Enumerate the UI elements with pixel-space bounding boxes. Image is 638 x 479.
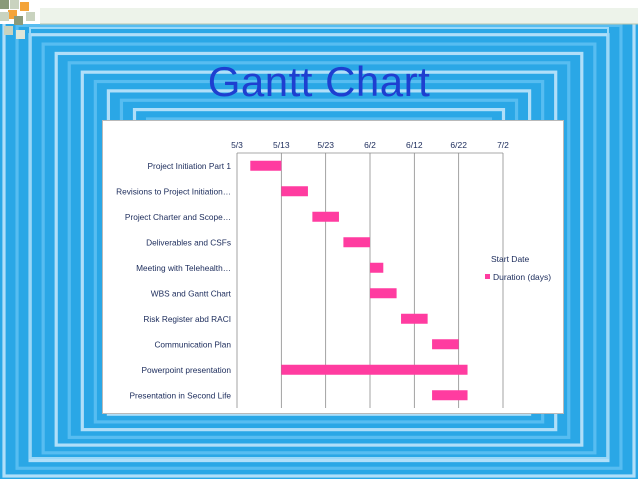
corner-square — [0, 0, 9, 9]
y-category-label: Risk Register abd RACI — [143, 314, 231, 324]
y-category-label: Powerpoint presentation — [142, 365, 232, 375]
frame-border — [29, 27, 609, 459]
y-category-label: Revisions to Project Initiation… — [116, 186, 231, 196]
y-category-label: Deliverables and CSFs — [146, 237, 231, 247]
top-band-shade — [40, 8, 638, 24]
corner-square — [4, 26, 13, 35]
duration-bar — [370, 262, 384, 273]
y-category-label: WBS and Gantt Chart — [151, 288, 232, 298]
duration-bar — [401, 313, 428, 324]
corner-square — [20, 2, 29, 11]
x-tick-label: 6/22 — [450, 140, 467, 150]
duration-bar — [432, 390, 468, 401]
x-tick-label: 6/2 — [364, 140, 376, 150]
frame-stripe — [54, 51, 584, 447]
legend-entry-start-date: Start Date — [491, 254, 530, 264]
slide-title: Gantt Chart — [207, 58, 431, 105]
corner-square — [14, 16, 23, 25]
duration-bar — [281, 364, 468, 375]
duration-bar — [432, 339, 459, 350]
duration-bar — [281, 186, 308, 197]
duration-bar — [312, 211, 339, 222]
x-tick-label: 6/12 — [406, 140, 423, 150]
y-category-label: Meeting with Telehealth… — [136, 263, 231, 273]
y-category-label: Communication Plan — [154, 339, 231, 349]
frame-stripe — [15, 23, 623, 470]
corner-square — [26, 12, 35, 21]
duration-bar — [343, 237, 370, 248]
x-tick-label: 5/23 — [317, 140, 334, 150]
corner-square — [10, 0, 19, 9]
x-tick-label: 7/2 — [497, 140, 509, 150]
frame-stripe — [41, 42, 597, 455]
corner-square — [0, 12, 9, 21]
y-category-label: Project Initiation Part 1 — [148, 161, 232, 171]
legend-entry-duration: Duration (days) — [493, 272, 551, 282]
x-tick-label: 5/3 — [231, 140, 243, 150]
gantt-chart: 5/3 5/13 5/23 6/2 6/12 6/22 7/2 Project Initiat… — [102, 120, 564, 414]
chart-plot: 5/3 5/13 5/23 6/2 6/12 6/22 7/2 Project Initiat… — [116, 140, 551, 408]
corner-square — [8, 10, 17, 19]
duration-bar — [250, 160, 282, 171]
frame-stripe — [67, 61, 571, 439]
y-category-label: Project Charter and Scope… — [125, 212, 231, 222]
duration-bar — [370, 288, 397, 299]
y-category-label: Presentation in Second Life — [130, 390, 232, 400]
x-tick-label: 5/13 — [273, 140, 290, 150]
legend-swatch-duration — [485, 274, 490, 279]
corner-square — [16, 30, 25, 39]
